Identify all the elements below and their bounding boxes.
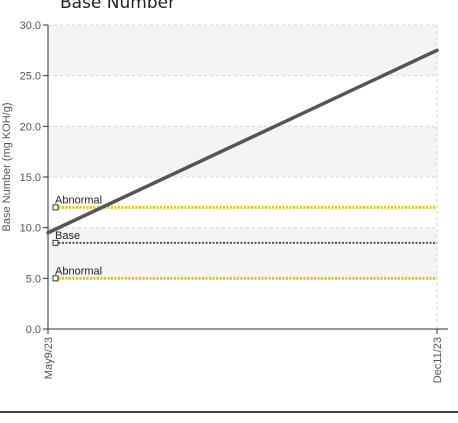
reference-label: Abnormal xyxy=(55,265,102,277)
chart-title: Base Number xyxy=(60,0,176,13)
y-tick-label: 30.0 xyxy=(20,20,41,32)
y-tick-label: 20.0 xyxy=(20,121,41,133)
series-line xyxy=(46,48,439,235)
grid-band xyxy=(48,227,437,279)
y-axis-label: Base Number (mg KOH/g) xyxy=(1,103,13,232)
x-tick-label: Dec11/23 xyxy=(432,337,444,383)
bottom-divider xyxy=(0,411,458,413)
y-tick-label: 0.0 xyxy=(26,324,41,336)
reference-marker xyxy=(52,204,59,211)
x-tick-label: May9/23 xyxy=(43,337,55,379)
reference-label: Base xyxy=(55,230,80,242)
grid-band xyxy=(48,25,437,76)
y-tick-label: 10.0 xyxy=(20,223,41,235)
reference-marker xyxy=(52,239,59,246)
grid-band xyxy=(48,126,437,177)
y-tick-label: 25.0 xyxy=(20,71,41,83)
reference-marker xyxy=(52,275,59,282)
y-tick-label: 15.0 xyxy=(20,172,41,184)
reference-label: Abnormal xyxy=(55,194,102,206)
y-tick-label: 5.0 xyxy=(26,273,41,285)
